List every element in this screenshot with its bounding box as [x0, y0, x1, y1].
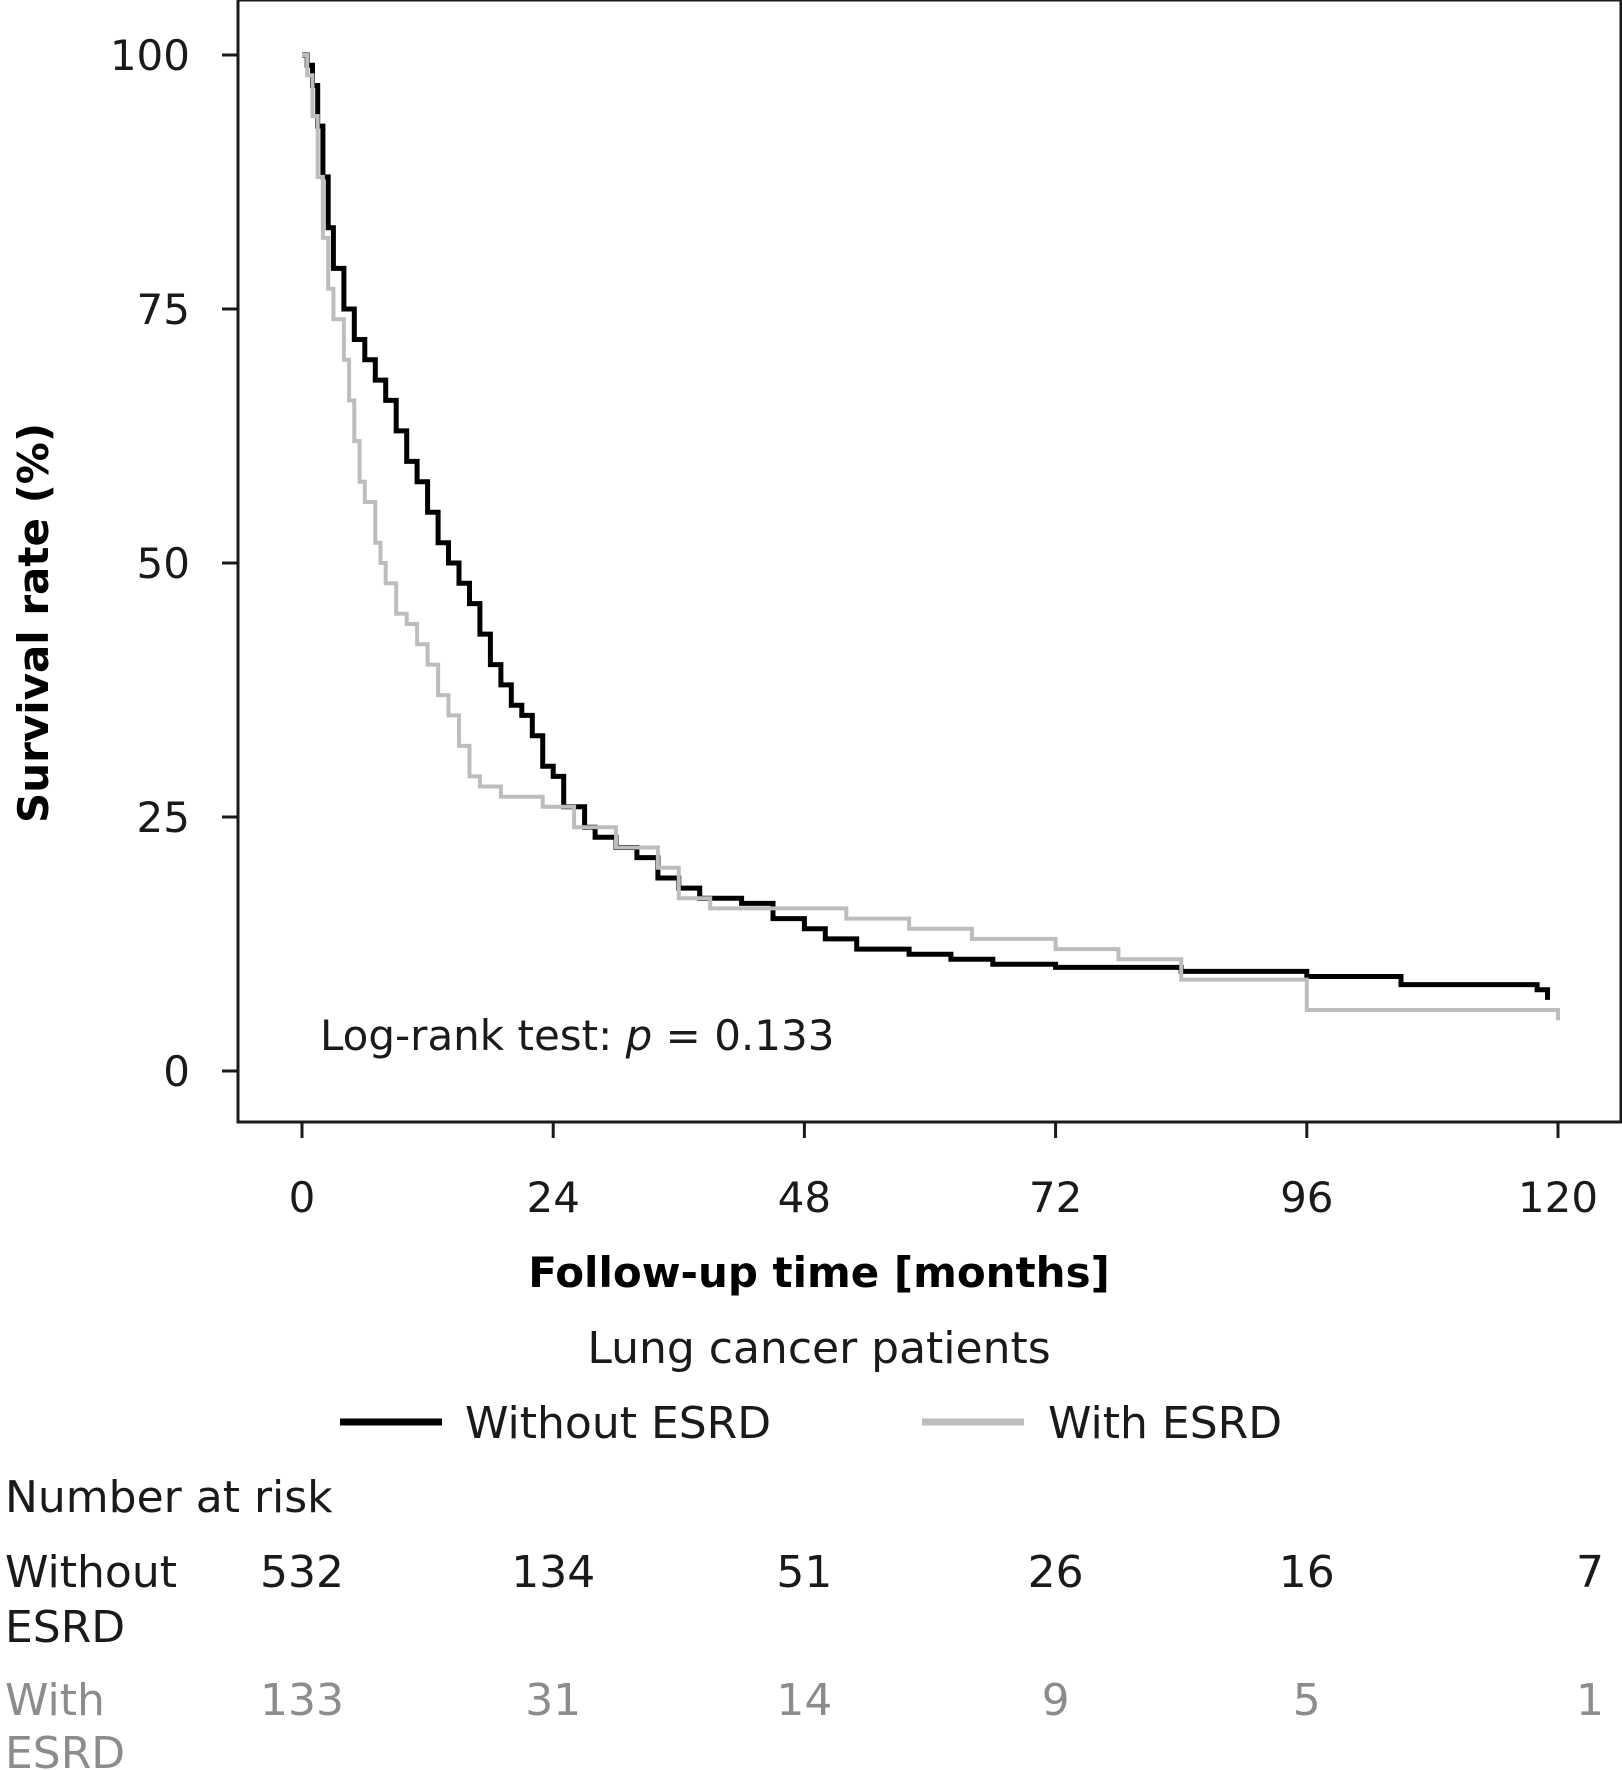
- x-tick-label: 24: [526, 1173, 579, 1222]
- risk-table-title: Number at risk: [5, 1472, 333, 1523]
- survival-curves: [302, 52, 1560, 1021]
- risk-value: 31: [525, 1675, 581, 1726]
- risk-value: 7: [1576, 1547, 1604, 1598]
- risk-row-label-without-esrd-line1: Without: [5, 1547, 177, 1598]
- y-tick-label: 100: [110, 31, 190, 80]
- legend: Without ESRD With ESRD: [340, 1398, 1282, 1449]
- legend-label-with-esrd: With ESRD: [1048, 1398, 1282, 1449]
- log-rank-p: p: [625, 1011, 653, 1060]
- x-tick-label: 120: [1518, 1173, 1598, 1222]
- x-tick-label: 48: [778, 1173, 831, 1222]
- x-tick-label: 96: [1280, 1173, 1333, 1222]
- risk-row-label-without-esrd-line2: ESRD: [5, 1602, 125, 1653]
- risk-value: 133: [260, 1675, 344, 1726]
- risk-row-label-with-esrd-line2: ESRD: [5, 1728, 125, 1770]
- y-tick-label: 75: [137, 285, 190, 334]
- risk-value: 26: [1028, 1547, 1084, 1598]
- chart-subtitle: Lung cancer patients: [587, 1323, 1050, 1374]
- x-tick-label: 0: [289, 1173, 316, 1222]
- y-tick-label: 25: [137, 793, 190, 842]
- risk-value: 1: [1576, 1675, 1604, 1726]
- log-rank-annotation: Log-rank test: p = 0.133: [320, 1011, 834, 1060]
- curve-without-esrd: [302, 52, 1550, 1000]
- y-axis-title: Survival rate (%): [9, 423, 58, 823]
- y-tick-label: 0: [163, 1047, 190, 1096]
- risk-table: Number at risk Without ESRD With ESRD 53…: [5, 1472, 1604, 1770]
- plot-frame: [236, 0, 1622, 1124]
- x-axis: 0 24 48 72 96 120: [289, 1122, 1598, 1222]
- log-rank-prefix: Log-rank test:: [320, 1011, 626, 1060]
- log-rank-value: = 0.133: [652, 1011, 834, 1060]
- risk-value: 134: [511, 1547, 595, 1598]
- risk-value: 14: [776, 1675, 832, 1726]
- risk-value: 9: [1042, 1675, 1070, 1726]
- risk-row-label-with-esrd-line1: With: [5, 1675, 105, 1726]
- y-axis: 0 25 50 75 100: [110, 31, 238, 1096]
- curve-with-esrd: [302, 53, 1560, 1021]
- risk-value: 51: [776, 1547, 832, 1598]
- x-axis-title: Follow-up time [months]: [528, 1248, 1110, 1297]
- y-tick-label: 50: [137, 539, 190, 588]
- risk-value: 532: [260, 1547, 344, 1598]
- risk-value: 5: [1293, 1675, 1321, 1726]
- legend-label-without-esrd: Without ESRD: [465, 1398, 771, 1449]
- x-tick-label: 72: [1029, 1173, 1082, 1222]
- risk-value: 16: [1279, 1547, 1335, 1598]
